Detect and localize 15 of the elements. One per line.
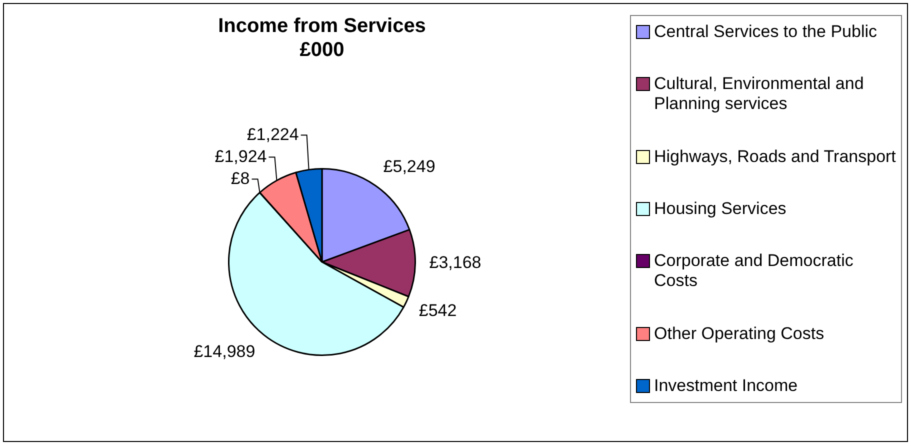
data-label: £1,224 <box>246 124 299 144</box>
legend-label: Investment Income <box>654 376 798 396</box>
legend-label: Housing Services <box>654 198 786 219</box>
legend-label: Corporate and Democratic Costs <box>654 251 854 292</box>
legend-label: Cultural, Environmental and Planning services <box>654 74 865 114</box>
legend-label: Highways, Roads and Transport <box>654 146 896 167</box>
data-label: £3,168 <box>429 253 482 272</box>
data-label: £8 <box>230 168 250 188</box>
data-label: £5,249 <box>383 157 436 176</box>
data-label: £542 <box>418 301 457 320</box>
legend-label: Other Operating Costs <box>654 324 824 344</box>
data-label: £1,924 <box>214 146 267 166</box>
data-label: £14,989 <box>194 342 256 361</box>
legend-label: Central Services to the Public <box>654 22 877 42</box>
text: Income from Services £000 <box>217 14 427 62</box>
